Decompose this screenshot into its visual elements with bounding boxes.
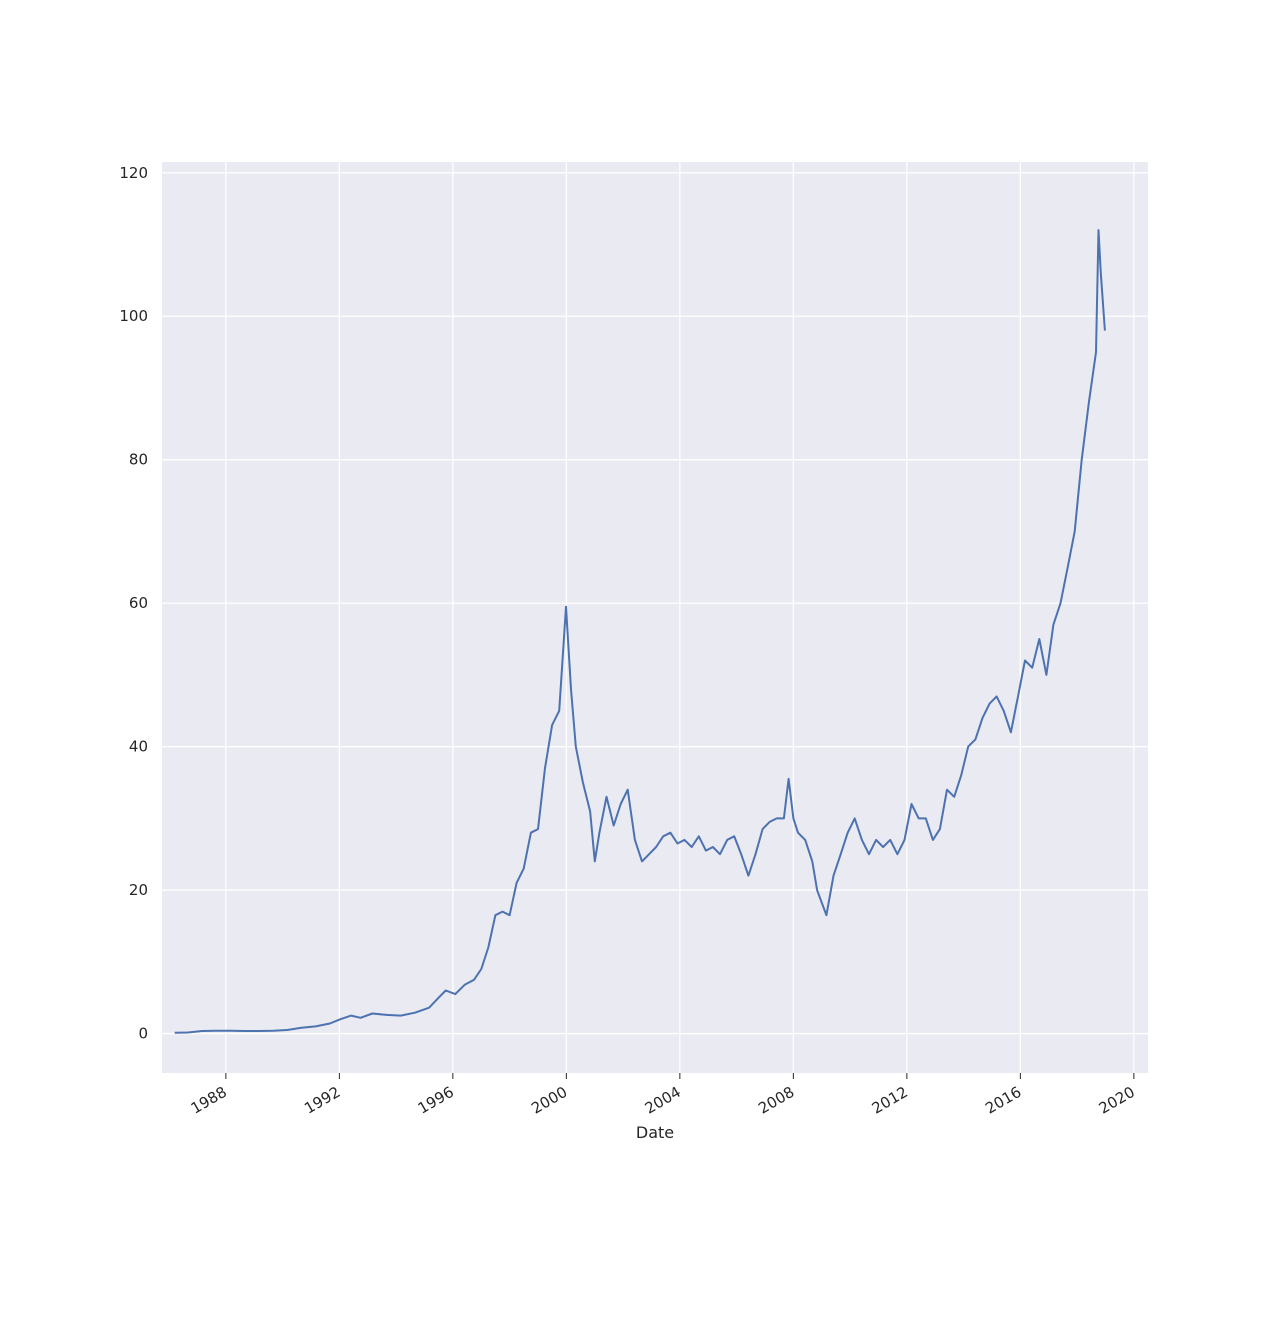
y-tick-label: 80 xyxy=(129,451,148,469)
y-axis-ticks: 0 20 40 60 80 100 120 xyxy=(119,164,148,1043)
x-tick-label: 1988 xyxy=(188,1083,230,1118)
y-tick-label: 60 xyxy=(129,594,148,612)
x-axis-ticks: 1988 1992 1996 2000 2004 2008 2012 2016 2020 xyxy=(188,1073,1138,1118)
x-tick-label: 2004 xyxy=(642,1083,684,1118)
x-axis-label: Date xyxy=(636,1123,674,1142)
y-tick-label: 100 xyxy=(119,307,148,325)
x-tick-label: 2000 xyxy=(528,1083,570,1118)
x-tick-label: 2020 xyxy=(1096,1083,1138,1118)
y-tick-label: 20 xyxy=(129,881,148,899)
y-tick-label: 40 xyxy=(129,738,148,756)
x-tick-label: 2008 xyxy=(755,1083,797,1118)
x-tick-label: 2016 xyxy=(982,1083,1024,1118)
y-tick-label: 120 xyxy=(119,164,148,182)
x-tick-label: 1992 xyxy=(301,1083,343,1118)
x-tick-label: 2012 xyxy=(869,1083,911,1118)
grid-lines xyxy=(162,162,1148,1073)
x-tick-label: 1996 xyxy=(415,1083,457,1118)
plot-area xyxy=(162,162,1148,1073)
series-line xyxy=(174,229,1106,1034)
y-tick-label: 0 xyxy=(138,1025,148,1043)
